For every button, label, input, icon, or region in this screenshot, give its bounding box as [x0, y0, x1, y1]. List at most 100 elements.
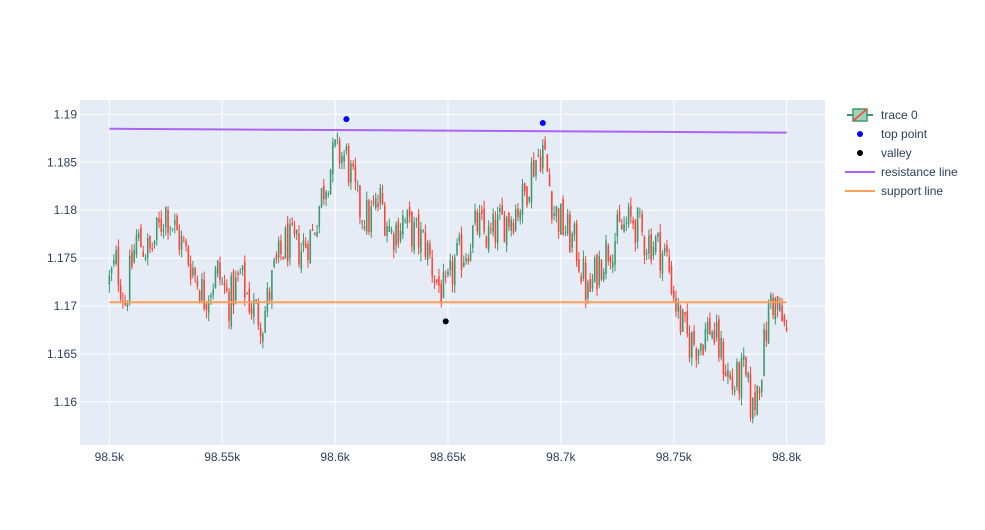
candle-body[interactable]: [225, 286, 228, 291]
candle-body[interactable]: [715, 322, 718, 338]
candle-body[interactable]: [496, 214, 499, 244]
candle-body[interactable]: [490, 228, 492, 230]
candle-body[interactable]: [239, 273, 242, 275]
candle-body[interactable]: [438, 276, 440, 286]
candle-body[interactable]: [268, 292, 271, 300]
candle-body[interactable]: [393, 234, 395, 250]
candle-body[interactable]: [429, 243, 431, 255]
candle-body[interactable]: [774, 298, 777, 320]
candle-body[interactable]: [221, 280, 224, 282]
candle-body[interactable]: [413, 221, 415, 251]
candle-body[interactable]: [700, 343, 702, 351]
candle-body[interactable]: [332, 142, 334, 175]
candle-body[interactable]: [702, 344, 704, 355]
candle-body[interactable]: [727, 369, 729, 377]
candle-body[interactable]: [462, 261, 465, 267]
candle-body[interactable]: [198, 290, 201, 303]
candle-body[interactable]: [210, 295, 212, 298]
candle-body[interactable]: [758, 390, 761, 394]
candle-body[interactable]: [532, 160, 535, 177]
candle-body[interactable]: [607, 245, 610, 262]
candle-body[interactable]: [754, 392, 756, 411]
candle-body[interactable]: [602, 271, 605, 280]
legend[interactable]: trace 0 top point valley resistance line sup…: [845, 108, 958, 198]
candle-body[interactable]: [350, 163, 352, 183]
candle-body[interactable]: [325, 191, 327, 200]
resistance-line[interactable]: [109, 127, 787, 134]
candle-body[interactable]: [738, 362, 741, 393]
candle-body[interactable]: [174, 220, 176, 225]
candle-body[interactable]: [519, 211, 522, 220]
candle-body[interactable]: [408, 206, 411, 216]
candle-body[interactable]: [205, 304, 208, 310]
candle-body[interactable]: [264, 310, 266, 333]
top-point-marker[interactable]: [343, 116, 350, 123]
candle-body[interactable]: [318, 206, 321, 228]
top-point-marker[interactable]: [539, 120, 546, 126]
candle-body[interactable]: [745, 357, 747, 376]
candle-body[interactable]: [144, 257, 147, 260]
legend-item[interactable]: trace 0: [847, 108, 918, 122]
candle-body[interactable]: [133, 249, 135, 263]
candle-body[interactable]: [566, 213, 569, 234]
candle-body[interactable]: [645, 253, 648, 255]
candle-body[interactable]: [122, 300, 124, 302]
candle-body[interactable]: [158, 218, 160, 223]
candle-body[interactable]: [368, 200, 370, 232]
candle-body[interactable]: [361, 220, 363, 223]
candle-body[interactable]: [483, 208, 485, 232]
candle-body[interactable]: [415, 219, 418, 221]
candle-body[interactable]: [404, 220, 406, 222]
candle-body[interactable]: [151, 248, 154, 250]
candle-body[interactable]: [492, 214, 494, 233]
candle-body[interactable]: [756, 385, 759, 415]
candle-body[interactable]: [135, 235, 138, 255]
candle-body[interactable]: [476, 211, 479, 232]
candle-body[interactable]: [523, 183, 526, 192]
candle-body[interactable]: [149, 235, 151, 249]
candle-body[interactable]: [704, 328, 707, 350]
candle-body[interactable]: [338, 140, 341, 164]
candle-body[interactable]: [465, 258, 467, 262]
legend-item[interactable]: top point: [857, 127, 928, 141]
candle-body[interactable]: [316, 232, 318, 237]
candle-body[interactable]: [327, 193, 330, 195]
candle-body[interactable]: [609, 256, 612, 263]
candle-body[interactable]: [289, 224, 291, 259]
candle-body[interactable]: [277, 240, 280, 258]
candle-body[interactable]: [137, 232, 140, 238]
candle-body[interactable]: [232, 271, 235, 306]
candle-body[interactable]: [234, 277, 237, 301]
candle-body[interactable]: [625, 222, 628, 224]
candle-body[interactable]: [180, 236, 183, 250]
candle-body[interactable]: [474, 210, 476, 223]
candle-body[interactable]: [370, 206, 373, 233]
candle-body[interactable]: [472, 225, 474, 248]
candle-body[interactable]: [582, 258, 585, 279]
candle-body[interactable]: [140, 227, 142, 248]
candle-body[interactable]: [117, 246, 120, 286]
candle-body[interactable]: [453, 257, 456, 286]
candle-body[interactable]: [494, 219, 497, 243]
candle-body[interactable]: [253, 300, 255, 318]
candle-body[interactable]: [666, 245, 668, 252]
candle-body[interactable]: [733, 390, 736, 393]
candle-body[interactable]: [481, 210, 483, 214]
candle-body[interactable]: [785, 327, 788, 331]
candle-body[interactable]: [742, 355, 745, 361]
candle-body[interactable]: [661, 252, 664, 274]
candle-body[interactable]: [770, 294, 772, 302]
candle-body[interactable]: [282, 256, 284, 259]
candle-body[interactable]: [731, 376, 734, 390]
candle-body[interactable]: [641, 213, 643, 232]
candle-body[interactable]: [302, 240, 305, 246]
candle-body[interactable]: [503, 215, 506, 243]
candle-body[interactable]: [539, 156, 542, 171]
candle-body[interactable]: [399, 231, 402, 241]
candle-body[interactable]: [291, 222, 294, 225]
candle-body[interactable]: [724, 372, 727, 377]
candle-body[interactable]: [397, 221, 400, 244]
candle-body[interactable]: [248, 288, 251, 313]
candle-body[interactable]: [639, 212, 641, 214]
candle-body[interactable]: [747, 372, 750, 379]
